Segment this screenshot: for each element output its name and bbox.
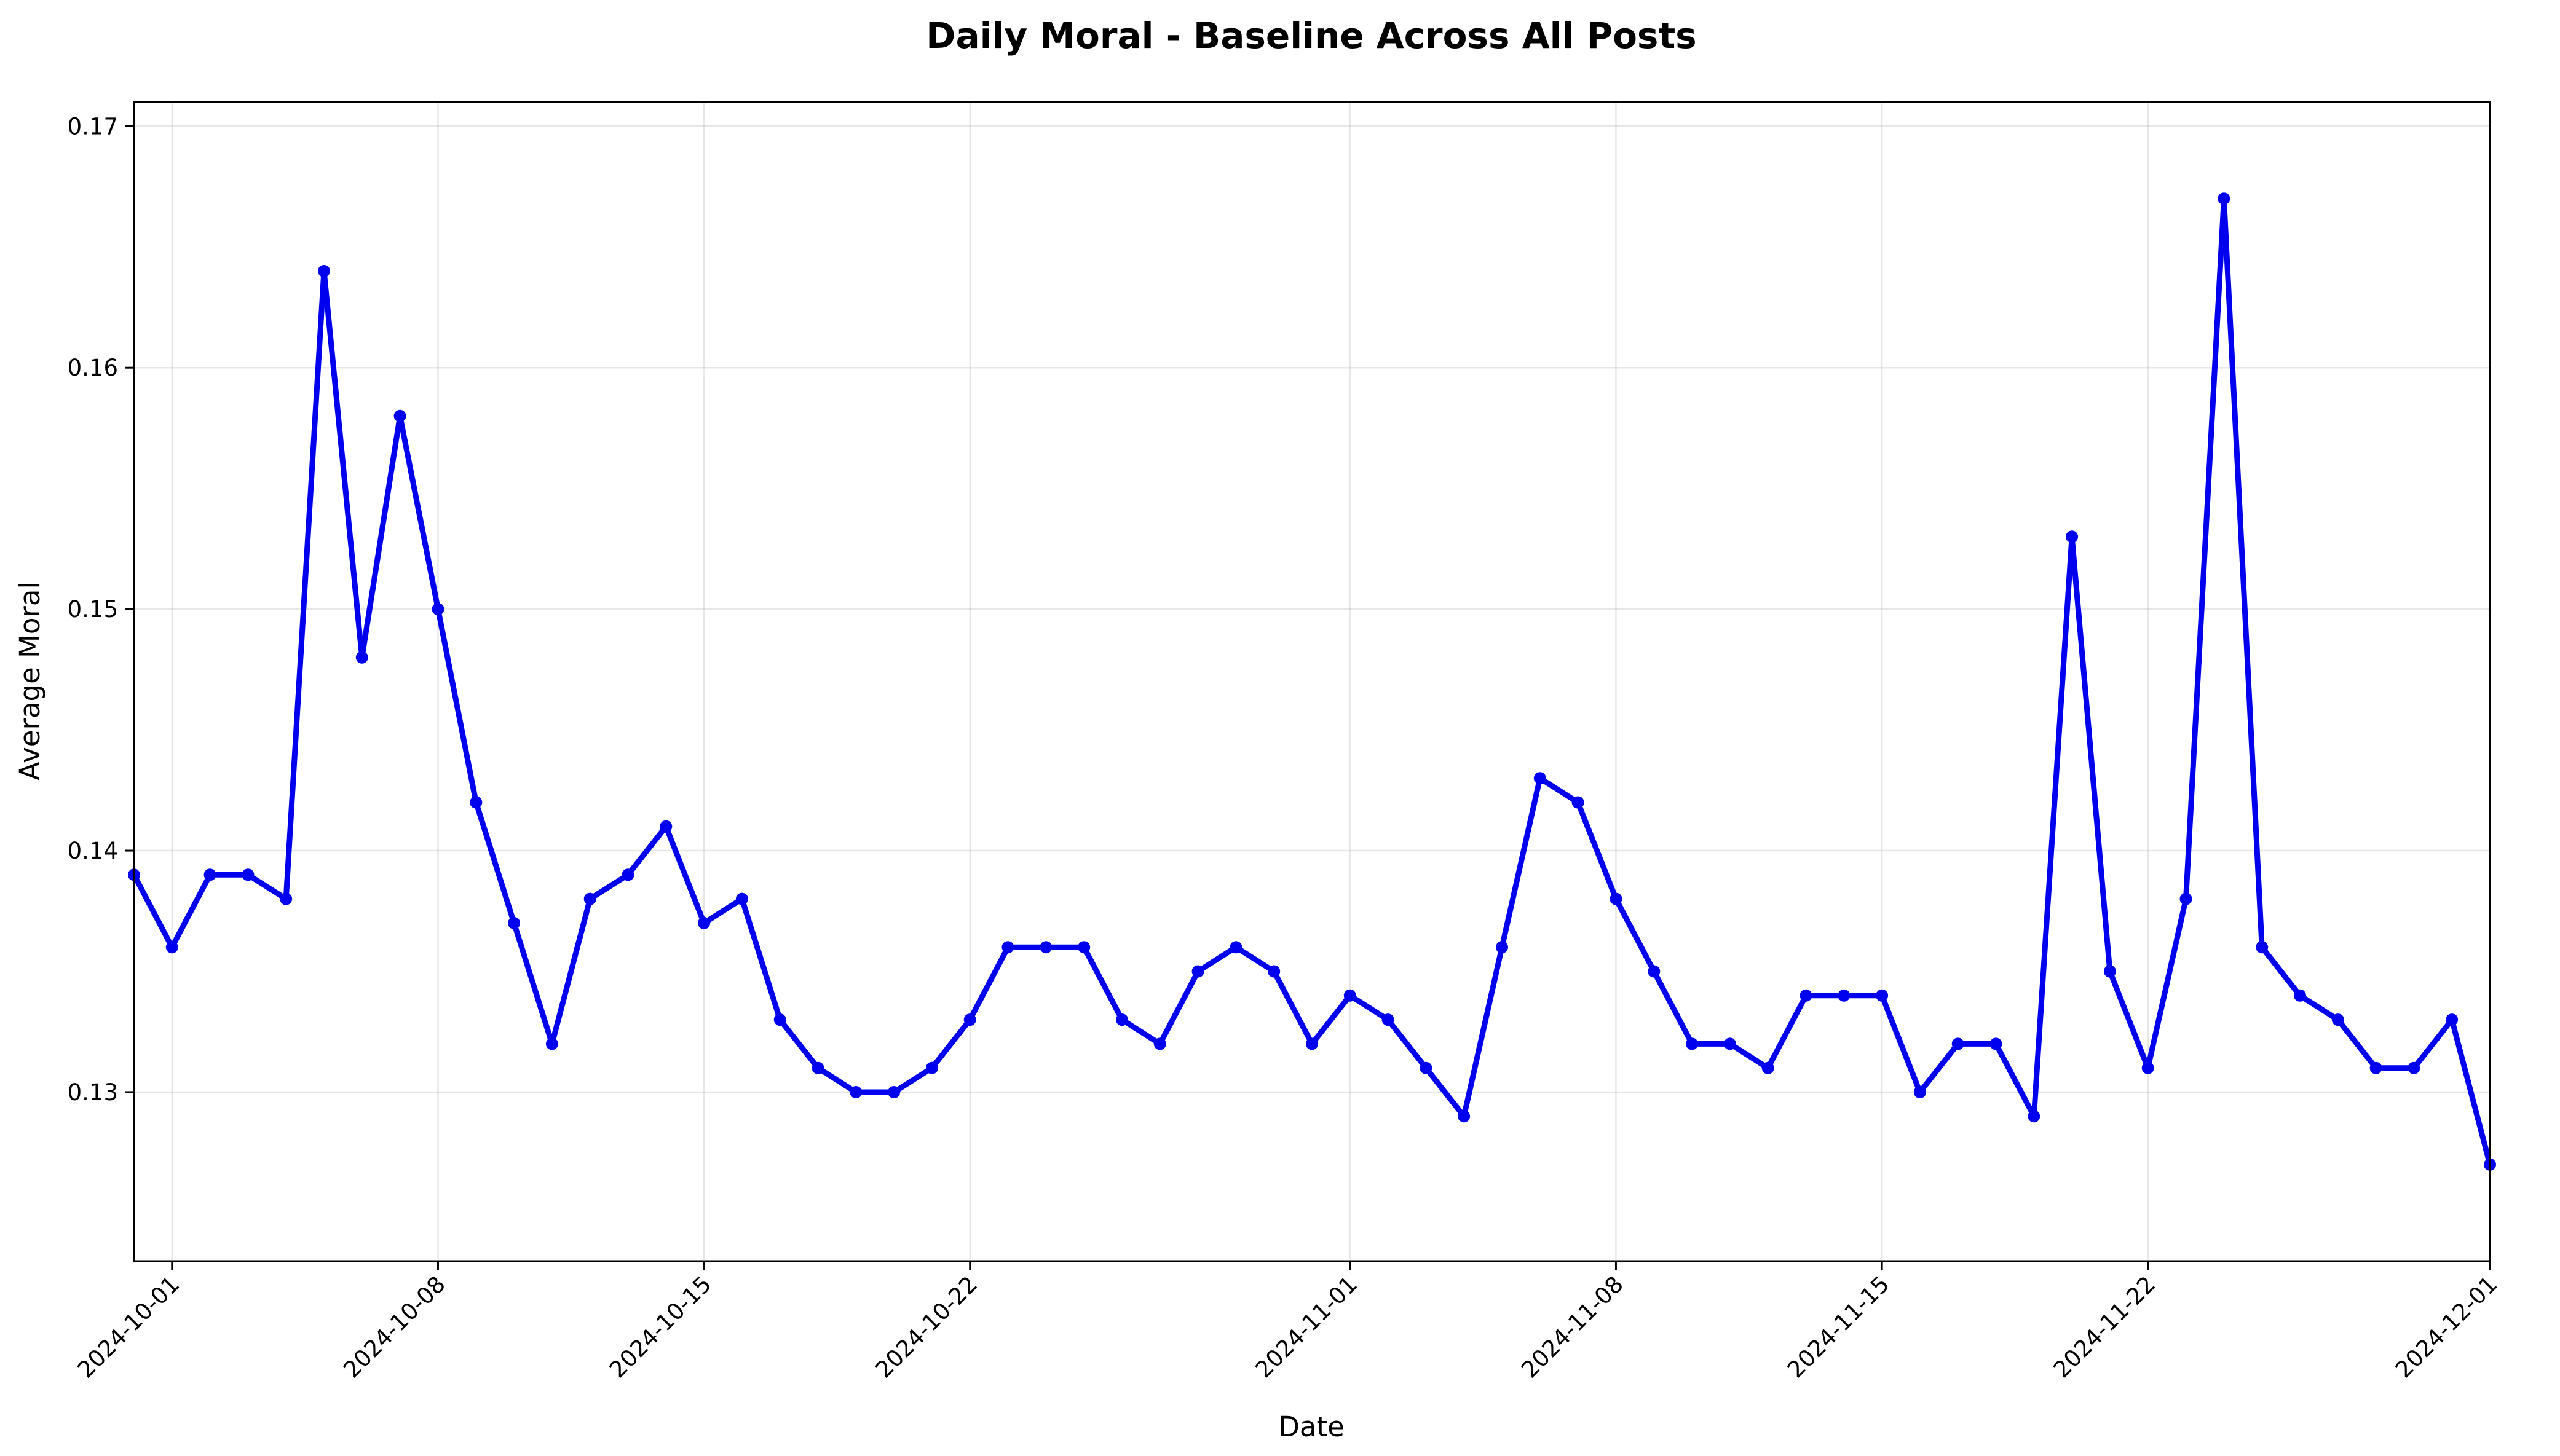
data-point bbox=[1533, 772, 1546, 785]
data-point bbox=[2446, 1013, 2459, 1026]
data-point bbox=[698, 916, 711, 929]
data-point bbox=[2103, 965, 2116, 978]
data-point bbox=[812, 1061, 824, 1074]
data-point bbox=[963, 1013, 976, 1026]
data-point bbox=[1800, 989, 1812, 1002]
data-point bbox=[1989, 1037, 2002, 1050]
data-point bbox=[2141, 1061, 2154, 1074]
data-point bbox=[2179, 892, 2192, 905]
y-tick-label: 0.17 bbox=[68, 113, 118, 140]
data-point bbox=[2218, 192, 2230, 205]
data-point bbox=[355, 651, 368, 664]
y-axis-label: Average Moral bbox=[14, 581, 46, 781]
data-point bbox=[508, 916, 521, 929]
y-tick-label: 0.15 bbox=[68, 596, 118, 623]
data-point bbox=[2408, 1061, 2420, 1074]
data-point bbox=[2294, 989, 2306, 1002]
data-point bbox=[280, 892, 293, 905]
series-layer bbox=[128, 192, 2496, 1171]
data-point bbox=[1686, 1037, 1699, 1050]
data-point bbox=[1458, 1110, 1471, 1123]
data-point bbox=[735, 892, 748, 905]
data-point bbox=[583, 892, 596, 905]
data-point bbox=[1876, 989, 1889, 1002]
y-axis: 0.13 0.14 0.15 0.16 0.17 bbox=[68, 113, 134, 1106]
data-point bbox=[393, 409, 406, 422]
data-point bbox=[888, 1086, 901, 1098]
data-point bbox=[1343, 989, 1356, 1002]
data-point bbox=[622, 868, 634, 881]
data-point bbox=[1153, 1037, 1166, 1050]
data-point bbox=[318, 265, 330, 277]
data-point bbox=[660, 820, 673, 833]
data-point bbox=[432, 603, 444, 616]
data-point bbox=[545, 1037, 558, 1050]
data-point bbox=[1648, 965, 1661, 978]
data-point bbox=[1078, 941, 1091, 954]
data-point bbox=[2369, 1061, 2382, 1074]
data-point bbox=[1913, 1086, 1926, 1098]
data-point bbox=[1191, 965, 1204, 978]
y-tick-label: 0.16 bbox=[68, 355, 118, 381]
y-tick-label: 0.14 bbox=[68, 838, 118, 864]
data-point bbox=[773, 1013, 786, 1026]
data-point bbox=[165, 941, 178, 954]
data-point bbox=[1040, 941, 1053, 954]
chart-title: Daily Moral - Baseline Across All Posts bbox=[926, 15, 1696, 57]
data-point bbox=[1306, 1037, 1318, 1050]
data-point bbox=[1496, 941, 1508, 954]
data-point bbox=[1723, 1037, 1736, 1050]
data-point bbox=[242, 868, 255, 881]
data-point bbox=[470, 796, 483, 809]
data-point bbox=[1381, 1013, 1394, 1026]
data-point bbox=[2028, 1110, 2040, 1123]
data-point bbox=[925, 1061, 938, 1074]
data-point bbox=[1761, 1061, 1774, 1074]
grid bbox=[134, 102, 2491, 1261]
x-axis-label: Date bbox=[1278, 1411, 1345, 1443]
data-point bbox=[1838, 989, 1851, 1002]
data-point bbox=[2331, 1013, 2344, 1026]
data-point bbox=[1001, 941, 1014, 954]
data-point bbox=[1610, 892, 1622, 905]
data-point bbox=[1116, 1013, 1128, 1026]
data-point bbox=[203, 868, 216, 881]
data-point bbox=[2256, 941, 2269, 954]
data-point bbox=[1268, 965, 1281, 978]
data-point bbox=[850, 1086, 863, 1098]
data-point bbox=[1571, 796, 1584, 809]
plot-frame bbox=[133, 101, 2491, 1262]
data-point bbox=[2066, 530, 2079, 543]
y-tick-label: 0.13 bbox=[68, 1079, 118, 1106]
data-points bbox=[128, 192, 2496, 1171]
data-point bbox=[1230, 941, 1242, 954]
data-point bbox=[1951, 1037, 1964, 1050]
data-point bbox=[1420, 1061, 1432, 1074]
